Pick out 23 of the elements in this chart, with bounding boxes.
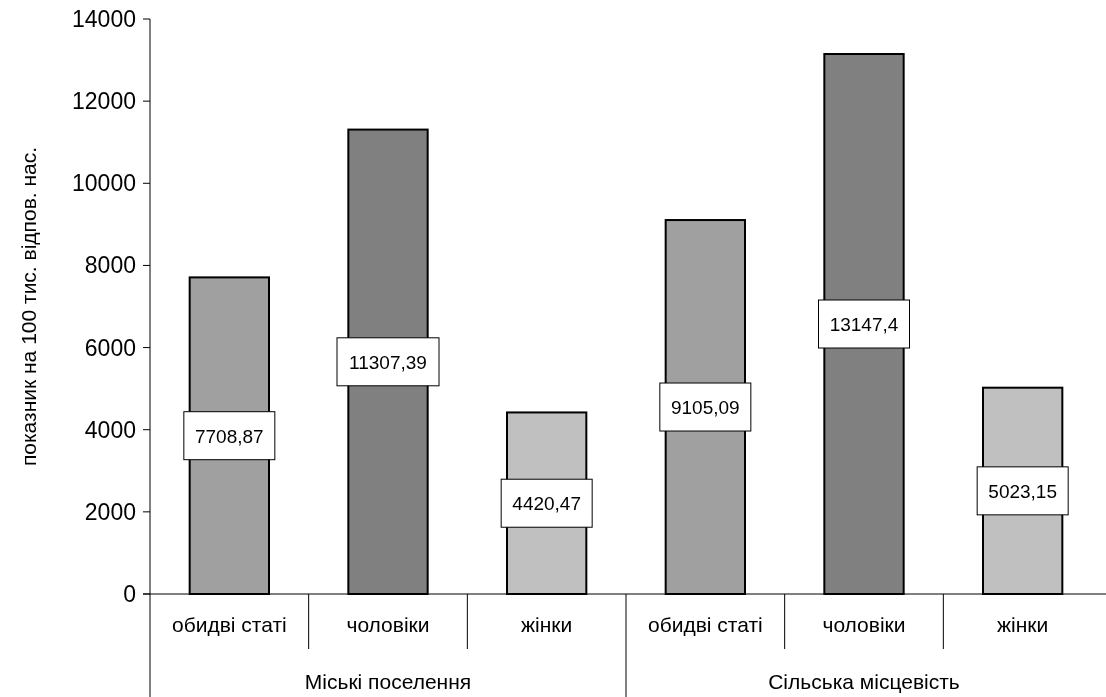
x-tick-label: чоловіки	[346, 613, 430, 636]
data-label: 11307,39	[349, 351, 427, 373]
x-tick-label: чоловіки	[822, 613, 906, 636]
y-tick-label: 14000	[72, 6, 136, 32]
data-label: 9105,09	[670, 397, 740, 419]
y-tick-label: 6000	[84, 334, 136, 361]
text: Сільська місцевість	[768, 670, 960, 693]
data-label: 13147,4	[829, 314, 899, 336]
data-label: 7708,87	[194, 425, 264, 447]
y-tick-label: 8000	[84, 252, 136, 279]
y-tick-label: 2000	[84, 498, 136, 525]
data-label: 4420,47	[512, 493, 582, 515]
x-tick-label: жінки	[521, 613, 573, 636]
x-tick-label: обидві статі	[647, 613, 763, 636]
x-tick-label: жінки	[997, 613, 1049, 636]
y-tick-label: 0	[123, 581, 136, 607]
text: Міські поселення	[304, 670, 472, 693]
data-label: 5023,15	[988, 480, 1058, 502]
y-tick-label: 10000	[72, 170, 136, 197]
y-tick-label: 4000	[84, 416, 136, 443]
y-axis-title: показник на 100 тис. відпов. нас.	[17, 146, 40, 467]
x-tick-label: обидві статі	[171, 613, 287, 636]
y-tick-label: 12000	[72, 88, 136, 115]
